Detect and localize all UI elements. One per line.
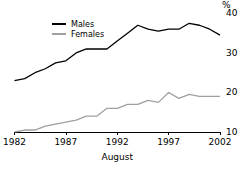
svg-text:30: 30 xyxy=(226,48,238,58)
svg-text:1997: 1997 xyxy=(157,137,180,147)
svg-text:10: 10 xyxy=(226,127,238,137)
svg-text:Males: Males xyxy=(71,20,94,29)
svg-text:Females: Females xyxy=(71,30,104,39)
svg-text:August: August xyxy=(101,152,133,162)
svg-text:1987: 1987 xyxy=(54,137,77,147)
svg-text:40: 40 xyxy=(226,8,238,18)
svg-text:1992: 1992 xyxy=(106,137,129,147)
svg-text:2002: 2002 xyxy=(209,137,232,147)
svg-text:1982: 1982 xyxy=(3,137,26,147)
svg-text:20: 20 xyxy=(226,87,238,97)
